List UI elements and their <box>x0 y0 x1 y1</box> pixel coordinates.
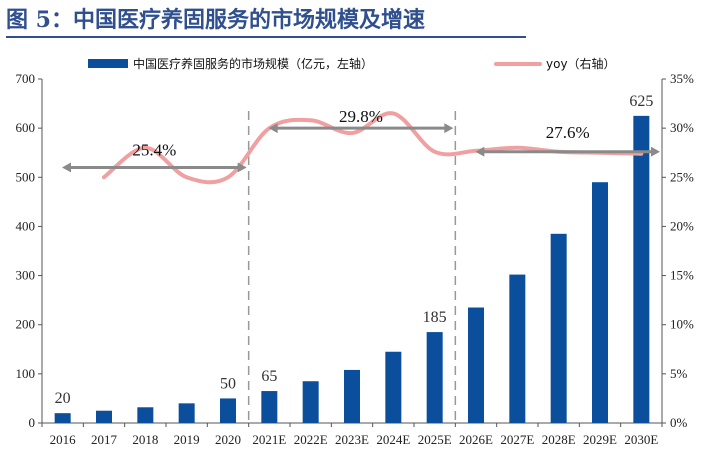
x-tick-label: 2023E <box>335 432 369 447</box>
bar-series <box>54 115 650 423</box>
period-growth-label: 27.6% <box>546 123 590 142</box>
arrow-head <box>268 123 278 134</box>
x-tick-label: 2016 <box>50 432 77 447</box>
x-tick-label: 2025E <box>418 432 452 447</box>
bar <box>96 410 112 423</box>
left-tick-label: 400 <box>16 218 36 233</box>
period-arrows: 25.4% 29.8% 27.6% <box>62 107 660 173</box>
bar <box>344 369 360 423</box>
right-tick-label: 25% <box>670 169 694 184</box>
x-tick-label: 2020 <box>215 432 241 447</box>
period-dividers <box>247 111 457 423</box>
x-tick-label: 2022E <box>294 432 328 447</box>
right-tick-label: 10% <box>670 317 694 332</box>
right-tick-label: 5% <box>670 366 688 381</box>
arrow-head <box>475 146 485 157</box>
right-tick-label: 15% <box>670 268 694 283</box>
x-tick-label: 2030E <box>624 432 658 447</box>
x-tick-label: 2018 <box>132 432 158 447</box>
bar <box>426 332 443 423</box>
arrow-head <box>651 146 660 157</box>
left-tick-label: 0 <box>29 415 36 430</box>
left-tick-label: 300 <box>16 268 36 283</box>
bar <box>137 407 154 423</box>
left-tick-label: 700 <box>16 71 36 86</box>
bar <box>385 351 402 423</box>
right-tick-label: 35% <box>670 71 694 86</box>
chart-title: 图 5：中国医疗养固服务的市场规模及增速 <box>6 4 526 38</box>
legend: 中国医疗养固服务的市场规模（亿元，左轴） yoy（右轴） <box>88 56 616 71</box>
arrow-head <box>444 123 454 134</box>
bar-value-label: 20 <box>55 390 71 407</box>
bar <box>178 403 195 423</box>
bar <box>633 115 650 423</box>
left-tick-label: 200 <box>16 317 36 332</box>
bar <box>509 274 526 423</box>
data-labels: 20 50 65 185 625 <box>55 93 654 407</box>
left-tick-label: 100 <box>16 366 36 381</box>
left-tick-label: 500 <box>16 169 36 184</box>
legend-line-label: yoy（右轴） <box>546 56 616 71</box>
right-tick-label: 0% <box>670 415 688 430</box>
bar <box>550 233 567 423</box>
bar-value-label: 185 <box>423 309 447 326</box>
bar <box>54 413 71 423</box>
bar <box>468 307 484 423</box>
x-tick-label: 2021E <box>252 432 286 447</box>
bar <box>261 391 278 423</box>
arrow-head <box>62 162 71 173</box>
right-tick-label: 30% <box>670 120 694 135</box>
bar <box>220 398 236 423</box>
x-tick-label: 2028E <box>542 432 576 447</box>
legend-bar-label: 中国医疗养固服务的市场规模（亿元，左轴） <box>133 56 373 71</box>
x-tick-label: 2027E <box>500 432 534 447</box>
left-tick-label: 600 <box>16 120 36 135</box>
bar <box>592 182 608 423</box>
period-growth-label: 29.8% <box>339 107 383 126</box>
axes: 0 100 200 300 400 500 600 700 0% 5% 10% 15% 20% 25% 30… <box>16 71 695 447</box>
x-tick-label: 2026E <box>459 432 493 447</box>
bar-value-label: 65 <box>261 368 277 385</box>
bar <box>302 381 319 423</box>
x-tick-label: 2019 <box>174 432 200 447</box>
x-tick-label: 2024E <box>376 432 410 447</box>
x-tick-label: 2017 <box>91 432 118 447</box>
period-growth-label: 25.4% <box>132 141 176 160</box>
legend-bar-swatch <box>88 59 128 68</box>
x-tick-label: 2029E <box>583 432 617 447</box>
bar-value-label: 625 <box>629 93 653 110</box>
arrow-head <box>237 162 247 173</box>
bar-value-label: 50 <box>220 375 236 392</box>
right-tick-label: 20% <box>670 218 694 233</box>
